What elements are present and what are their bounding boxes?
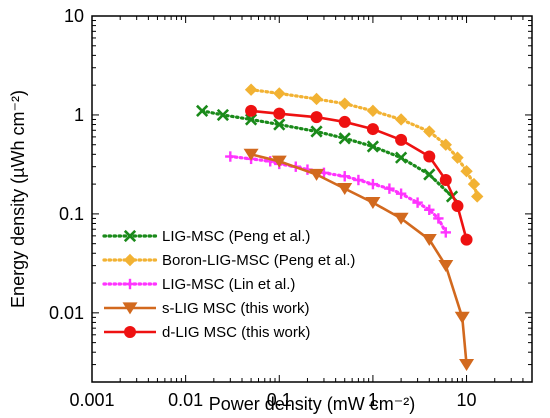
data-point — [471, 190, 484, 203]
axis-ticks: 0.001 0.01 0.1 1 10 0.01 0.1 1 10 — [49, 6, 533, 410]
data-point — [394, 113, 408, 126]
data-point — [459, 358, 475, 371]
series-2 — [244, 83, 484, 203]
series-4 — [243, 148, 475, 371]
legend: LIG-MSC (Peng et al.) Boron-LIG-MSC (Peng… — [102, 228, 355, 341]
legend-label: LIG-MSC (Lin et al.) — [162, 276, 295, 293]
data-point — [196, 104, 209, 117]
legend-label: Boron-LIG-MSC (Peng et al.) — [162, 252, 355, 269]
legend-item: LIG-MSC (Peng et al.) — [102, 228, 310, 245]
data-point — [273, 87, 286, 100]
x-tick-label: 1 — [368, 390, 378, 410]
data-point — [273, 107, 286, 120]
data-point — [365, 196, 381, 209]
data-point — [439, 174, 452, 187]
data-point — [423, 125, 436, 138]
legend-marker — [123, 229, 137, 243]
data-point — [216, 108, 230, 122]
data-point — [310, 111, 323, 124]
data-point — [243, 148, 259, 161]
data-point — [467, 177, 481, 191]
data-point — [271, 155, 287, 168]
data-point — [424, 204, 435, 215]
legend-marker — [124, 278, 136, 290]
legend-item: d-LIG MSC (this work) — [104, 324, 310, 341]
data-point — [394, 151, 408, 164]
plot-layer — [196, 83, 484, 371]
data-point — [338, 97, 351, 110]
y-tick-label: 1 — [74, 105, 84, 125]
y-tick-label: 0.1 — [59, 204, 84, 224]
data-point — [421, 233, 437, 246]
y-tick-label: 0.01 — [49, 303, 84, 323]
data-point — [245, 104, 258, 117]
legend-item: Boron-LIG-MSC (Peng et al.) — [102, 252, 355, 269]
data-point — [393, 212, 409, 225]
legend-label: LIG-MSC (Peng et al.) — [162, 228, 310, 245]
data-point — [440, 227, 451, 238]
x-tick-label: 0.1 — [267, 390, 292, 410]
data-point — [244, 83, 258, 96]
series-line — [200, 109, 454, 199]
legend-label: s-LIG MSC (this work) — [162, 300, 310, 317]
data-point — [439, 138, 452, 151]
y-tick-label: 10 — [64, 6, 84, 26]
data-point — [310, 125, 323, 138]
legend-marker — [122, 302, 138, 315]
data-point — [460, 233, 473, 246]
series-line — [250, 109, 468, 240]
data-point — [433, 213, 444, 224]
legend-item: LIG-MSC (Lin et al.) — [102, 276, 295, 293]
legend-label: d-LIG MSC (this work) — [162, 324, 310, 341]
series-1 — [196, 104, 459, 203]
y-axis-label: Energy density (µWh cm⁻²) — [8, 90, 28, 308]
data-point — [438, 260, 454, 273]
data-point — [339, 171, 350, 182]
x-tick-label: 10 — [457, 390, 477, 410]
series-line — [250, 153, 468, 365]
data-point — [310, 92, 323, 106]
x-tick-label: 0.01 — [168, 390, 203, 410]
data-point — [395, 133, 408, 146]
series-3 — [225, 151, 451, 238]
legend-item: s-LIG MSC (this work) — [104, 300, 310, 317]
data-point — [366, 123, 379, 136]
data-point — [454, 311, 470, 324]
data-point — [353, 174, 364, 186]
data-point — [384, 183, 395, 194]
data-point — [273, 118, 286, 131]
plot-frame — [91, 15, 533, 383]
data-point — [367, 178, 379, 190]
data-point — [366, 104, 380, 118]
data-point — [225, 151, 236, 162]
data-point — [309, 168, 325, 181]
data-point — [338, 132, 351, 145]
data-point — [412, 197, 423, 208]
data-point — [423, 168, 436, 181]
x-tick-label: 0.001 — [69, 390, 114, 410]
series-line — [228, 154, 448, 235]
data-point — [337, 183, 353, 196]
legend-marker — [124, 326, 136, 338]
data-point — [423, 150, 436, 163]
data-point — [244, 113, 258, 126]
data-point — [338, 115, 351, 128]
legend-marker — [123, 253, 137, 267]
series-5 — [245, 104, 473, 246]
x-axis-label: Power density (mW cm⁻²) — [209, 394, 416, 414]
data-point — [366, 140, 380, 153]
data-point — [451, 151, 464, 164]
data-point — [395, 188, 407, 199]
data-point — [451, 200, 464, 213]
data-point — [460, 165, 473, 178]
